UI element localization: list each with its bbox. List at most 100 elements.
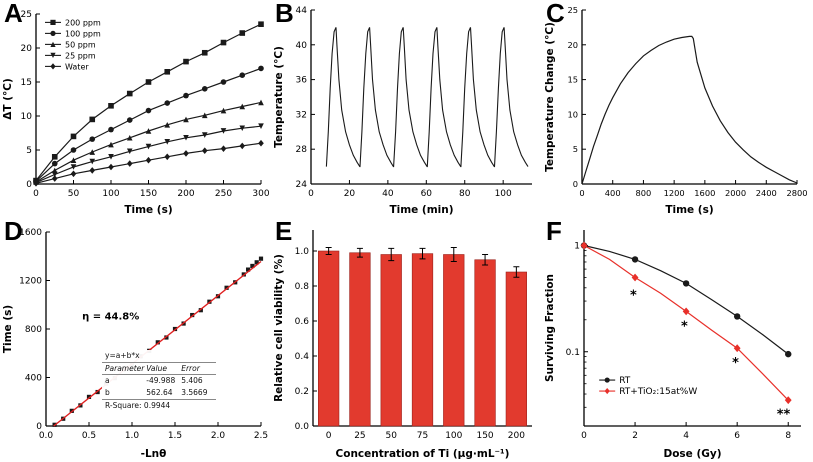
fit-parameters-table: y=a+b*x Parameter Value Error a -49.988 … [102,350,216,412]
svg-text:75: 75 [417,431,428,441]
svg-text:0.4: 0.4 [295,352,310,362]
svg-text:6: 6 [734,431,740,441]
svg-text:400: 400 [605,188,621,198]
svg-text:5: 5 [26,146,32,156]
fit-b-error: 3.5669 [181,387,208,397]
svg-text:-Lnθ: -Lnθ [141,448,167,460]
svg-text:Concentration of Ti (μg·mL⁻¹): Concentration of Ti (μg·mL⁻¹) [336,448,510,460]
fit-col-error: Error [181,363,200,373]
svg-text:1200: 1200 [19,277,42,287]
svg-text:0: 0 [26,180,32,190]
panel-label-e: E [275,216,293,246]
svg-text:25 ppm: 25 ppm [65,51,96,60]
svg-text:80: 80 [459,189,471,199]
panel-c-heating-cooling: C 0 400 800 1200 1600 2000 2400 2800 0 5 10 15 20 25 T… [542,0,813,218]
panel-label-c: C [546,0,565,28]
svg-text:2800: 2800 [786,188,807,198]
fit-equation: y=a+b*x [102,350,216,363]
svg-text:*: * [681,320,688,335]
svg-text:100 ppm: 100 ppm [65,29,101,38]
svg-text:36: 36 [296,76,308,86]
panel-label-f: F [546,216,562,246]
svg-text:0: 0 [33,189,39,199]
svg-text:2000: 2000 [725,188,746,198]
panel-a-photothermal-heating: A 0 50 100 150 200 250 300 0 5 10 15 20 25 Time (s) ΔT… [0,0,271,218]
fit-col-parameter: Parameter [105,363,145,373]
svg-text:**: ** [777,408,791,423]
fit-table-header: Parameter Value Error [102,363,216,376]
svg-text:200 ppm: 200 ppm [65,18,101,27]
svg-text:1600: 1600 [19,228,42,238]
svg-text:*: * [732,356,739,371]
svg-text:Water: Water [65,62,89,71]
svg-text:1.0: 1.0 [125,431,140,441]
svg-text:8: 8 [785,431,791,441]
panel-label-a: A [4,0,23,28]
svg-text:800: 800 [25,325,42,335]
svg-text:2.5: 2.5 [254,431,268,441]
svg-text:0: 0 [579,188,584,198]
svg-text:25: 25 [567,5,578,15]
svg-text:Relative cell viability (%): Relative cell viability (%) [273,254,285,402]
fit-param-a: a [105,376,110,386]
svg-text:Temperature (°C): Temperature (°C) [273,46,285,148]
svg-text:5: 5 [573,144,578,154]
panel-d-time-lntheta-chart: 0.0 0.5 1.0 1.5 2.0 2.5 0 400 800 1200 1600 -Lnθ Tim… [2,228,268,460]
svg-text:50: 50 [385,431,397,441]
svg-text:0: 0 [36,422,42,432]
svg-text:RT: RT [619,376,631,386]
svg-text:40: 40 [382,189,394,199]
svg-text:0.6: 0.6 [295,317,310,327]
svg-text:RT+TiO₂:15at%W: RT+TiO₂:15at%W [619,387,697,397]
svg-text:Time (s): Time (s) [665,204,713,216]
svg-text:Surviving Fraction: Surviving Fraction [544,274,556,382]
svg-text:15: 15 [21,78,32,88]
svg-text:Time (min): Time (min) [389,204,453,216]
svg-text:1.0: 1.0 [295,247,310,257]
svg-text:100: 100 [445,431,462,441]
svg-text:Time (s): Time (s) [124,204,172,216]
svg-text:40: 40 [296,41,308,51]
svg-text:0.0: 0.0 [39,431,54,441]
svg-text:32: 32 [296,110,307,120]
svg-text:200: 200 [177,189,194,199]
svg-text:25: 25 [21,10,32,20]
panel-f-surviving-fraction: F 0 2 4 6 8 1 0.1 Dose (Gy) Surviving Fraction * *… [542,216,813,462]
svg-text:*: * [630,289,637,304]
svg-text:20: 20 [21,44,33,54]
svg-text:25: 25 [354,431,365,441]
panel-c-temperature-change-chart: 0 400 800 1200 1600 2000 2400 2800 0 5 10 15 20 25 Tim… [544,5,808,216]
svg-text:ΔT (°C): ΔT (°C) [2,78,14,120]
svg-text:Temperature Change (°C): Temperature Change (°C) [544,22,556,172]
fit-a-error: 5.406 [181,376,203,386]
svg-text:0: 0 [326,431,332,441]
svg-text:24: 24 [296,180,308,190]
svg-text:0.2: 0.2 [295,387,309,397]
panel-d-linear-fit: D 0.0 0.5 1.0 1.5 2.0 2.5 0 400 800 1200 1600 -Lnθ T… [0,216,271,462]
svg-text:Dose (Gy): Dose (Gy) [663,448,721,460]
svg-text:η = 44.8%: η = 44.8% [82,311,139,322]
panel-b-cycling-chart: 0 20 40 60 80 100 24 28 32 36 40 44 Time (min) Temper… [273,6,532,216]
svg-text:20: 20 [344,189,356,199]
svg-text:60: 60 [421,189,433,199]
svg-text:100: 100 [102,189,119,199]
svg-text:28: 28 [296,145,308,155]
svg-text:250: 250 [215,189,232,199]
svg-text:1200: 1200 [664,188,685,198]
svg-text:4: 4 [683,431,689,441]
fit-b-value: 562.64 [146,387,173,397]
svg-text:400: 400 [25,374,42,384]
panel-label-b: B [275,0,294,28]
svg-text:15: 15 [567,75,578,85]
svg-text:2400: 2400 [756,188,777,198]
svg-text:50: 50 [68,189,80,199]
fit-rsquare: R-Square: 0.9944 [105,400,171,410]
svg-text:44: 44 [296,6,308,16]
svg-text:10: 10 [567,109,578,119]
svg-text:0: 0 [573,179,578,189]
fit-a-value: -49.988 [146,376,176,386]
svg-text:2.0: 2.0 [211,431,226,441]
svg-text:100: 100 [495,189,512,199]
